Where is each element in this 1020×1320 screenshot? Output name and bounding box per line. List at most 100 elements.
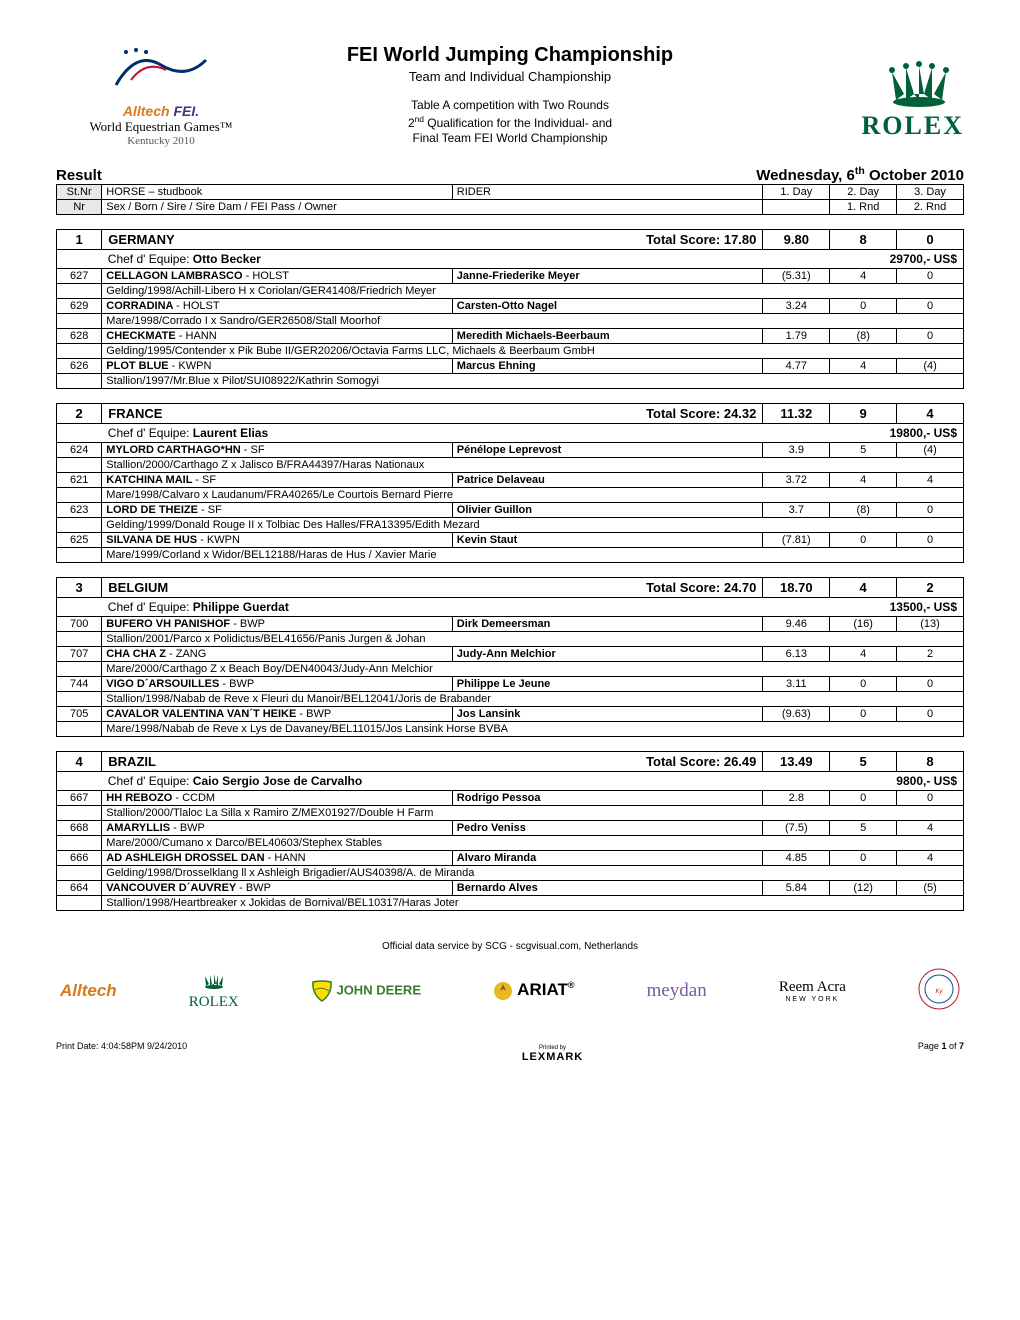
sponsor-alltech: Alltech	[60, 981, 117, 1001]
entry-s1: 3.72	[763, 473, 830, 488]
team-prize: 9800,- US$	[896, 774, 957, 788]
entry-detail: Mare/2000/Carthago Z x Beach Boy/DEN4004…	[102, 662, 964, 677]
col-blank	[763, 200, 830, 215]
fei-text: FEI.	[173, 103, 199, 119]
team-country: GERMANY	[108, 232, 174, 247]
entry-detail-row: Gelding/1998/Achill-Libero H x Coriolan/…	[57, 284, 964, 299]
page-title: FEI World Jumping Championship	[266, 44, 754, 67]
entry-rider: Meredith Michaels-Beerbaum	[452, 329, 763, 344]
entry-horse: KATCHINA MAIL - SF	[102, 473, 453, 488]
detail-blank	[57, 344, 102, 359]
entry-s2: (16)	[830, 617, 897, 632]
entry-nr: 705	[57, 707, 102, 722]
desc2-pre: 2	[408, 116, 415, 130]
header-row-2: Nr Sex / Born / Sire / Sire Dam / FEI Pa…	[57, 200, 964, 215]
entry-s3: 0	[897, 791, 964, 806]
detail-blank	[57, 692, 102, 707]
entry-s3: (4)	[897, 443, 964, 458]
entry-s3: 4	[897, 473, 964, 488]
entry-s2: 0	[830, 299, 897, 314]
detail-blank	[57, 548, 102, 563]
team-block: 4BRAZILTotal Score: 26.4913.4958Chef d' …	[56, 751, 964, 911]
entry-nr: 624	[57, 443, 102, 458]
team-country: BRAZIL	[108, 754, 156, 769]
entry-s3: 0	[897, 533, 964, 548]
entry-s1: (9.63)	[763, 707, 830, 722]
team-total: Total Score: 24.32	[646, 406, 756, 421]
entry-horse: CORRADINA - HOLST	[102, 299, 453, 314]
entry-s2: (12)	[830, 881, 897, 896]
col-rnd2: 2. Rnd	[897, 200, 964, 215]
entry-row: 627CELLAGON LAMBRASCO - HOLSTJanne-Fried…	[57, 269, 964, 284]
chef-blank	[57, 598, 102, 617]
chef-blank	[57, 772, 102, 791]
entry-s2: 0	[830, 677, 897, 692]
entry-s3: 0	[897, 707, 964, 722]
team-day2: 5	[830, 752, 897, 772]
entry-s2: 5	[830, 443, 897, 458]
alltech-text: Alltech	[123, 103, 170, 119]
team-day1: 11.32	[763, 404, 830, 424]
detail-blank	[57, 896, 102, 911]
chef-text: Chef d' Equipe: Philippe Guerdat	[108, 600, 289, 614]
entry-s3: (5)	[897, 881, 964, 896]
rolex-crown-icon	[874, 58, 964, 108]
entry-s1: 5.84	[763, 881, 830, 896]
entry-detail-row: Stallion/2001/Parco x Polidictus/BEL4165…	[57, 632, 964, 647]
bottom-line: Print Date: 4:04:58PM 9/24/2010 Printed …	[56, 1041, 964, 1063]
entry-nr: 700	[57, 617, 102, 632]
entry-detail: Stallion/1998/Heartbreaker x Jokidas de …	[102, 896, 964, 911]
print-date: Print Date: 4:04:58PM 9/24/2010	[56, 1041, 187, 1051]
sponsor-label: ROLEX	[189, 994, 239, 1011]
sponsor-johndeere: JOHN DEERE	[311, 980, 421, 1002]
col-detail: Sex / Born / Sire / Sire Dam / FEI Pass …	[102, 200, 763, 215]
entry-nr: 627	[57, 269, 102, 284]
entry-detail: Mare/1999/Corland x Widor/BEL12188/Haras…	[102, 548, 964, 563]
entry-s1: 3.7	[763, 503, 830, 518]
team-day2: 8	[830, 230, 897, 250]
entry-detail: Mare/1998/Calvaro x Laudanum/FRA40265/Le…	[102, 488, 964, 503]
svg-text:Ky: Ky	[935, 989, 943, 995]
chef-text: Chef d' Equipe: Otto Becker	[108, 252, 261, 266]
date-sup: th	[855, 165, 865, 177]
detail-blank	[57, 866, 102, 881]
entry-detail: Gelding/1998/Drosselklang ll x Ashleigh …	[102, 866, 964, 881]
entry-detail-row: Stallion/1997/Mr.Blue x Pilot/SUI08922/K…	[57, 374, 964, 389]
entry-nr: 707	[57, 647, 102, 662]
entry-nr: 625	[57, 533, 102, 548]
footer-note: Official data service by SCG - scgvisual…	[56, 941, 964, 952]
entry-horse: VANCOUVER D´AUVREY - BWP	[102, 881, 453, 896]
entry-s3: 0	[897, 503, 964, 518]
team-country-cell: GERMANY Total Score: 17.80	[102, 230, 763, 250]
chef-blank	[57, 250, 102, 269]
entry-s2: 4	[830, 473, 897, 488]
col-stnr: St.Nr	[57, 185, 102, 200]
entry-detail-row: Gelding/1999/Donald Rouge II x Tolbiac D…	[57, 518, 964, 533]
entry-s1: 4.85	[763, 851, 830, 866]
entry-row: 628CHECKMATE - HANNMeredith Michaels-Bee…	[57, 329, 964, 344]
entry-s2: (8)	[830, 329, 897, 344]
chef-cell: Chef d' Equipe: Philippe Guerdat 13500,- …	[102, 598, 964, 617]
entry-row: 666AD ASHLEIGH DROSSEL DAN - HANNAlvaro …	[57, 851, 964, 866]
result-date: Wednesday, 6th October 2010	[756, 165, 964, 184]
team-table: 1GERMANYTotal Score: 17.809.8080Chef d' …	[56, 229, 964, 389]
team-prize: 13500,- US$	[890, 600, 957, 614]
entry-horse: SILVANA DE HUS - KWPN	[102, 533, 453, 548]
entry-detail: Gelding/1999/Donald Rouge II x Tolbiac D…	[102, 518, 964, 533]
team-total: Total Score: 17.80	[646, 232, 756, 247]
entry-detail: Stallion/2000/Tlaloc La Silla x Ramiro Z…	[102, 806, 964, 821]
team-rank: 4	[57, 752, 102, 772]
entry-s1: 3.24	[763, 299, 830, 314]
col-nr: Nr	[57, 200, 102, 215]
desc2-post: Qualification for the Individual- and	[424, 116, 612, 130]
entry-rider: Bernardo Alves	[452, 881, 763, 896]
entry-horse: CAVALOR VALENTINA VAN´T HEIKE - BWP	[102, 707, 453, 722]
entry-s1: (7.5)	[763, 821, 830, 836]
entry-rider: Kevin Staut	[452, 533, 763, 548]
entry-nr: 668	[57, 821, 102, 836]
entry-row: 626PLOT BLUE - KWPNMarcus Ehning4.774(4)	[57, 359, 964, 374]
detail-blank	[57, 458, 102, 473]
team-prize: 29700,- US$	[890, 252, 957, 266]
team-header-row: 2FRANCETotal Score: 24.3211.3294	[57, 404, 964, 424]
sponsor-meydan: meydan	[647, 980, 707, 1002]
